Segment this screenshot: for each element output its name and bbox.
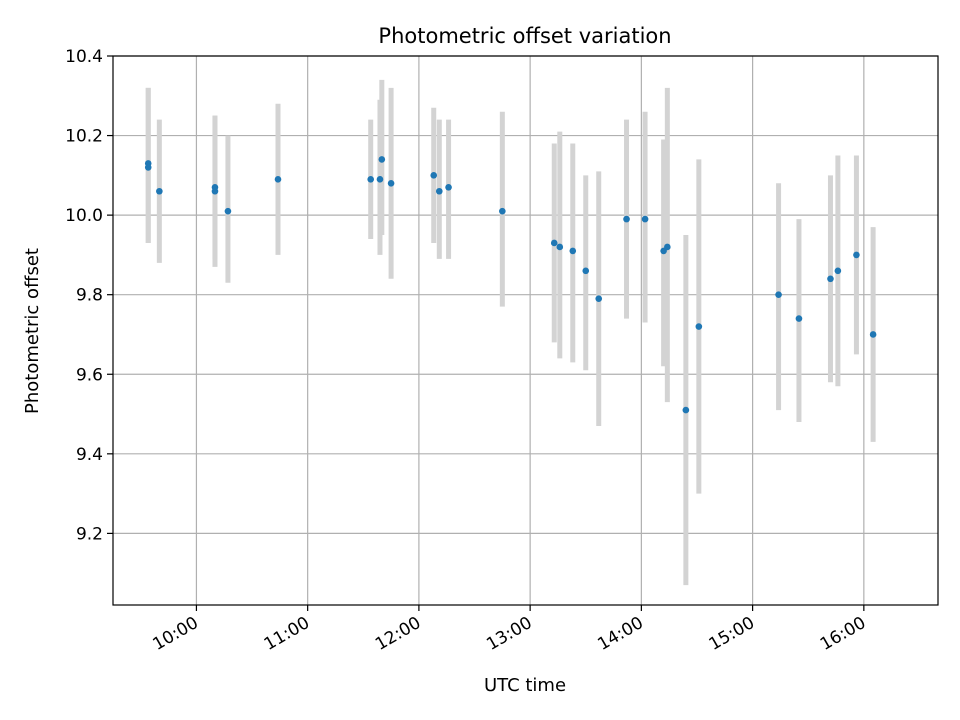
y-tick-label: 9.6 [76,365,103,385]
y-tick-label: 10.2 [65,127,103,147]
data-point [156,187,163,195]
y-axis-ticks: 9.2 9.4 9.6 9.8 10.0 10.2 10.4 [65,47,113,544]
data-point [853,251,860,259]
y-tick-label: 9.4 [76,445,103,465]
data-point [378,156,386,163]
data-point [834,267,842,275]
data-point [274,176,282,183]
y-tick-label: 10.4 [65,47,103,67]
data-point [664,243,671,251]
data-point [795,315,803,322]
data-point [376,176,384,183]
data-point [775,291,782,298]
data-point [499,207,506,215]
data-point [623,215,630,223]
data-point [682,406,690,414]
data-point [827,275,834,283]
data-point [144,164,152,171]
data-point [569,247,577,255]
data-point [367,176,374,183]
data-point [641,215,649,223]
data-points [144,156,877,414]
data-point [550,239,558,247]
data-point [445,183,452,191]
chart-title: Photometric offset variation [378,24,671,48]
data-point [224,207,232,215]
data-point [869,331,877,338]
data-point [582,267,590,275]
y-tick-label: 9.2 [76,524,103,544]
y-tick-label: 10.0 [65,206,103,226]
plot-frame [112,55,939,606]
data-point [695,323,703,330]
grid [113,55,938,605]
data-point [211,183,219,191]
data-point [430,172,438,179]
y-tick-label: 9.8 [76,286,103,306]
data-point [435,187,443,195]
data-point [595,295,603,302]
data-point [556,243,564,251]
y-axis-label: Photometric offset [22,248,43,414]
data-point [387,180,395,187]
x-axis-label: UTC time [484,675,566,696]
